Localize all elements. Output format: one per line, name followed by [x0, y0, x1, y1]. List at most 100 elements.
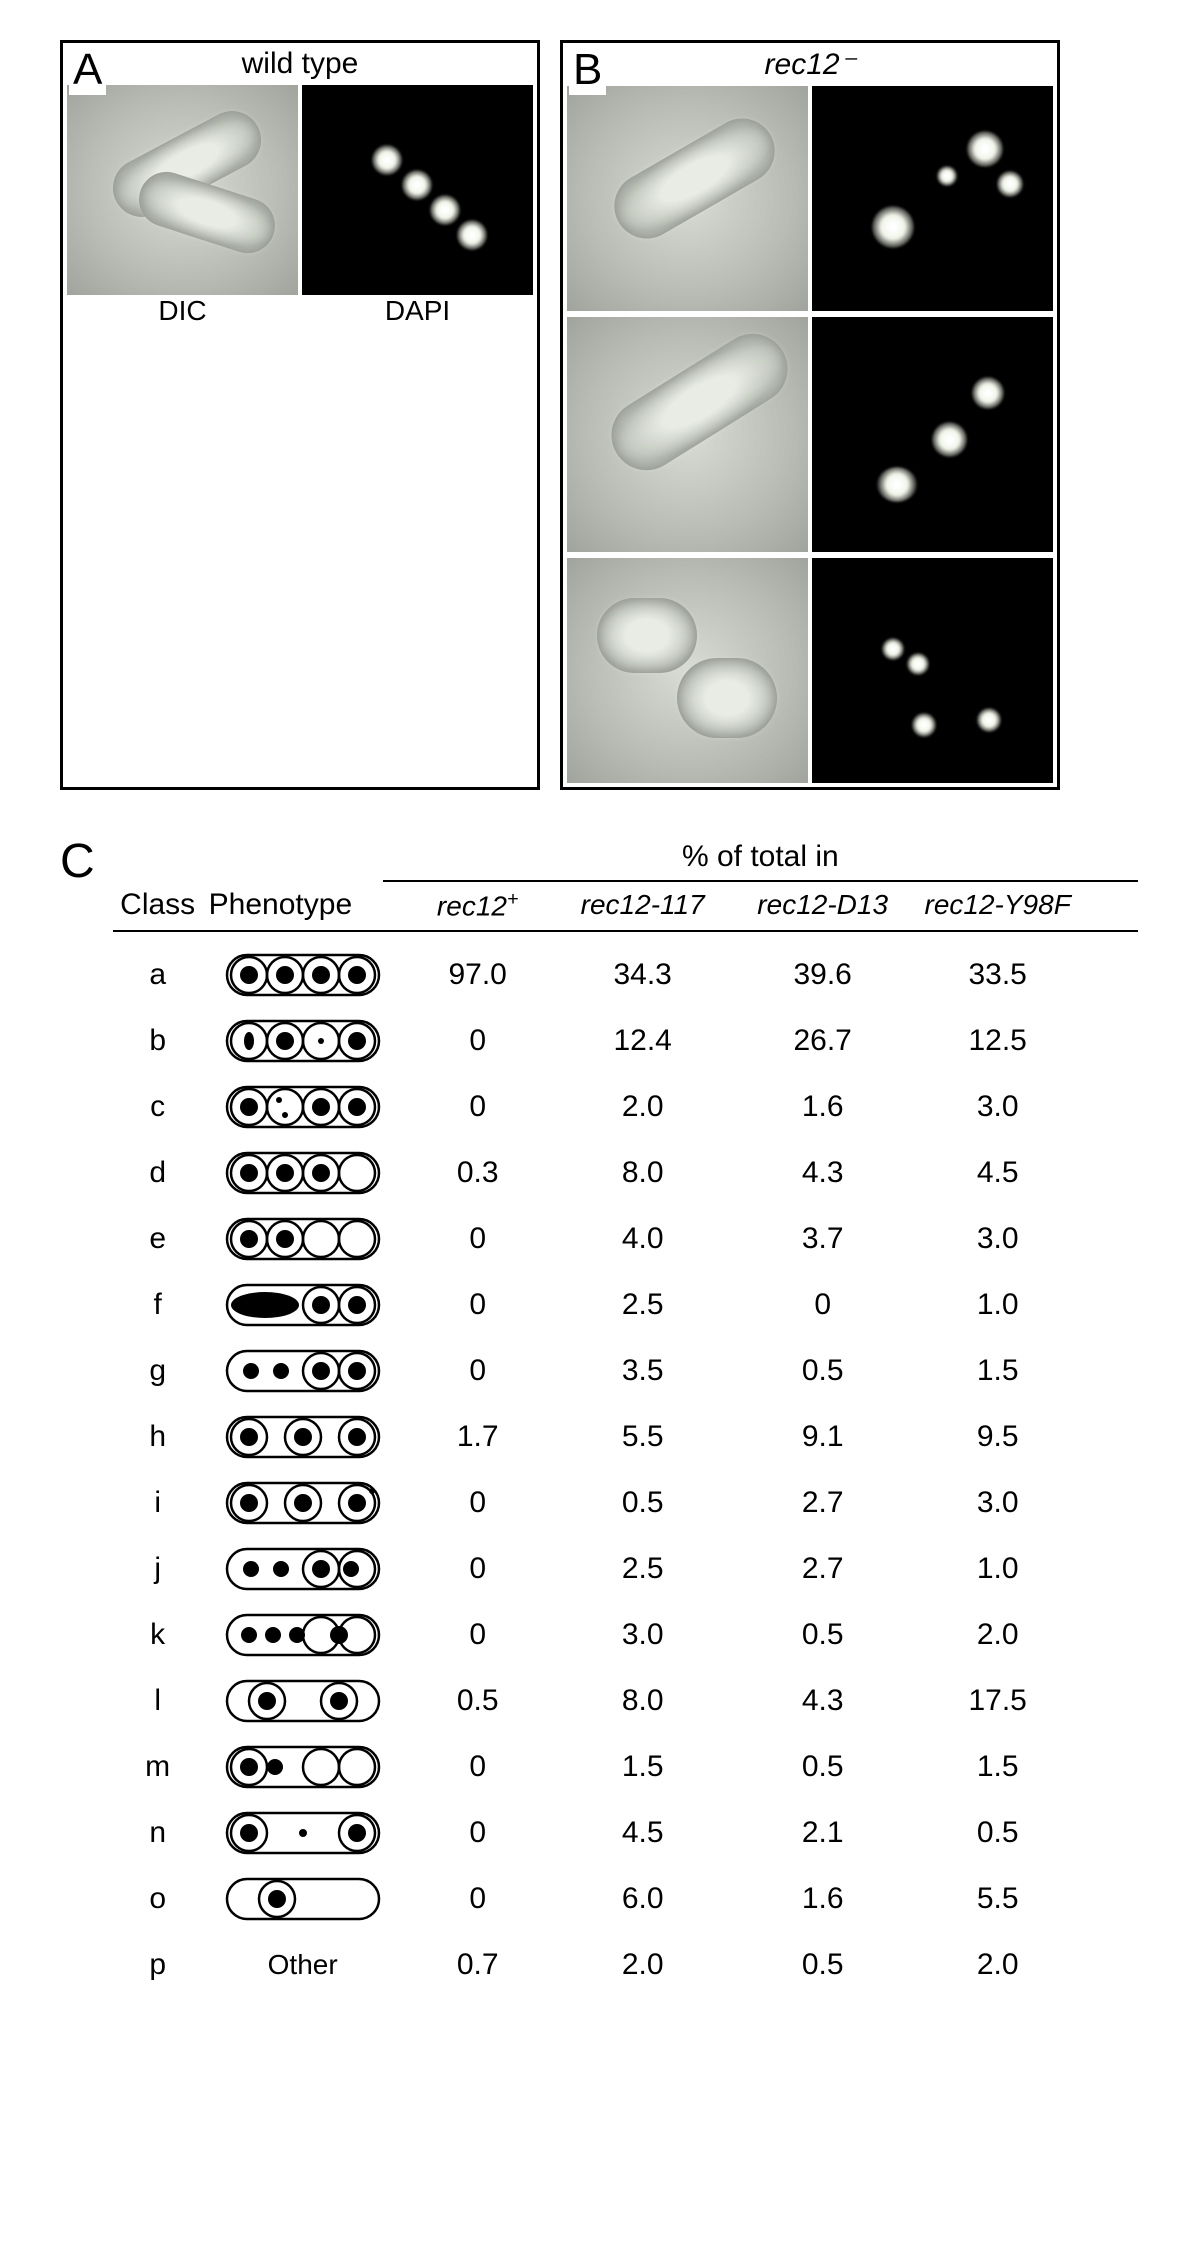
- cell-val-1: 4.0: [553, 1222, 733, 1256]
- cell-val-0: 0: [403, 1486, 553, 1520]
- cell-class: d: [113, 1156, 203, 1190]
- table-header-row: Class Phenotype rec12+ rec12-117 rec12-D…: [113, 888, 1138, 932]
- header-geno-0: rec12+: [403, 888, 553, 922]
- cell-phenotype: [203, 1215, 403, 1263]
- panel-b-title: rec12⁻: [567, 47, 1053, 82]
- header-geno-3: rec12-Y98F: [913, 889, 1083, 921]
- cell-val-2: 9.1: [733, 1420, 913, 1454]
- panel-a-dapi: [302, 85, 533, 295]
- cell-val-0: 0.3: [403, 1156, 553, 1190]
- phenotype-diagram: [208, 1083, 398, 1131]
- panel-b-row2: [567, 317, 1053, 552]
- cell-class: n: [113, 1816, 203, 1850]
- table-row: h 1.7 5.5 9.1 9.5: [113, 1404, 1138, 1470]
- table-super-header: % of total in: [383, 840, 1138, 882]
- table-row: l 0.5 8.0 4.3 17.5: [113, 1668, 1138, 1734]
- table-body: a 97.0 34.3 39.6 33.5 b 0 12.4 26.7 12.5…: [113, 942, 1138, 1998]
- cell-val-1: 8.0: [553, 1684, 733, 1718]
- panel-b-dapi-2: [812, 317, 1053, 552]
- cell-class: l: [113, 1684, 203, 1718]
- panel-b-label: B: [569, 45, 606, 95]
- phenotype-diagram: [208, 1413, 398, 1461]
- cell-val-2: 1.6: [733, 1090, 913, 1124]
- cell-phenotype: [203, 1677, 403, 1725]
- cell-val-1: 3.5: [553, 1354, 733, 1388]
- top-panels: A wild type DIC DAPI B rec12⁻: [60, 40, 1138, 790]
- cell-val-0: 0: [403, 1288, 553, 1322]
- table-row: k 0 3.0 0.5 2.0: [113, 1602, 1138, 1668]
- cell-phenotype: [203, 1149, 403, 1197]
- cell-val-2: 39.6: [733, 958, 913, 992]
- cell-val-2: 0.5: [733, 1750, 913, 1784]
- cell-val-1: 2.5: [553, 1552, 733, 1586]
- cell-class: j: [113, 1552, 203, 1586]
- cell-class: e: [113, 1222, 203, 1256]
- table-row: a 97.0 34.3 39.6 33.5: [113, 942, 1138, 1008]
- cell-phenotype: [203, 1281, 403, 1329]
- phenotype-diagram: [208, 1677, 398, 1725]
- cell-class: m: [113, 1750, 203, 1784]
- cell-val-0: 0: [403, 1750, 553, 1784]
- panel-a-label: A: [69, 45, 106, 95]
- cell-val-1: 4.5: [553, 1816, 733, 1850]
- panel-c-label: C: [60, 834, 95, 889]
- cell-val-3: 1.0: [913, 1288, 1083, 1322]
- phenotype-diagram: [208, 1281, 398, 1329]
- panel-a-sublabel-dapi: DAPI: [302, 295, 533, 327]
- cell-val-2: 2.7: [733, 1486, 913, 1520]
- cell-val-2: 1.6: [733, 1882, 913, 1916]
- cell-val-3: 3.0: [913, 1486, 1083, 1520]
- cell-val-0: 0: [403, 1882, 553, 1916]
- cell-val-3: 4.5: [913, 1156, 1083, 1190]
- table-row: o 0 6.0 1.6 5.5: [113, 1866, 1138, 1932]
- table-row: e 0 4.0 3.7 3.0: [113, 1206, 1138, 1272]
- phenotype-other: Other: [268, 1949, 338, 1981]
- cell-val-0: 0: [403, 1090, 553, 1124]
- header-geno-2: rec12-D13: [733, 889, 913, 921]
- cell-phenotype: [203, 1611, 403, 1659]
- header-phenotype: Phenotype: [203, 888, 403, 922]
- cell-val-3: 12.5: [913, 1024, 1083, 1058]
- phenotype-diagram: [208, 1215, 398, 1263]
- cell-val-0: 97.0: [403, 958, 553, 992]
- panel-b-dic-1: [567, 86, 808, 311]
- phenotype-diagram: [208, 1809, 398, 1857]
- cell-val-3: 5.5: [913, 1882, 1083, 1916]
- cell-val-1: 0.5: [553, 1486, 733, 1520]
- cell-val-1: 1.5: [553, 1750, 733, 1784]
- cell-class: g: [113, 1354, 203, 1388]
- table-row: c 0 2.0 1.6 3.0: [113, 1074, 1138, 1140]
- cell-val-2: 0.5: [733, 1948, 913, 1982]
- cell-val-0: 0: [403, 1618, 553, 1652]
- table-row: p Other 0.7 2.0 0.5 2.0: [113, 1932, 1138, 1998]
- table-row: m 0 1.5 0.5 1.5: [113, 1734, 1138, 1800]
- header-geno-1: rec12-117: [553, 889, 733, 921]
- panel-a-images: [67, 85, 533, 295]
- cell-val-1: 5.5: [553, 1420, 733, 1454]
- cell-val-1: 8.0: [553, 1156, 733, 1190]
- table-row: d 0.3 8.0 4.3 4.5: [113, 1140, 1138, 1206]
- cell-val-3: 1.5: [913, 1354, 1083, 1388]
- panel-b-row3: [567, 558, 1053, 783]
- cell-val-0: 1.7: [403, 1420, 553, 1454]
- phenotype-diagram: [208, 1017, 398, 1065]
- phenotype-diagram: [208, 1611, 398, 1659]
- cell-val-2: 0: [733, 1288, 913, 1322]
- panel-b-dapi-3: [812, 558, 1053, 783]
- cell-val-1: 12.4: [553, 1024, 733, 1058]
- cell-phenotype: [203, 1413, 403, 1461]
- phenotype-diagram: [208, 951, 398, 999]
- cell-val-1: 34.3: [553, 958, 733, 992]
- cell-val-2: 4.3: [733, 1684, 913, 1718]
- table-row: g 0 3.5 0.5 1.5: [113, 1338, 1138, 1404]
- cell-val-2: 26.7: [733, 1024, 913, 1058]
- cell-val-3: 3.0: [913, 1090, 1083, 1124]
- cell-class: p: [113, 1948, 203, 1982]
- panel-a-title: wild type: [67, 47, 533, 81]
- phenotype-diagram: [208, 1479, 398, 1527]
- cell-val-3: 3.0: [913, 1222, 1083, 1256]
- cell-val-1: 6.0: [553, 1882, 733, 1916]
- cell-val-2: 2.1: [733, 1816, 913, 1850]
- cell-val-0: 0: [403, 1354, 553, 1388]
- panel-b-row1: [567, 86, 1053, 311]
